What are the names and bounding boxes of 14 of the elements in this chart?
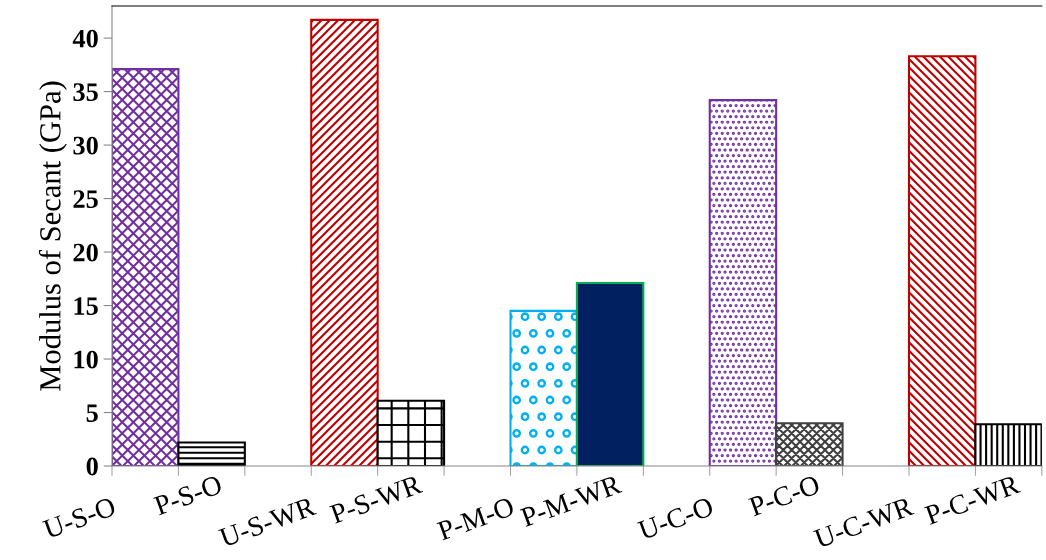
y-tick-label: 5 xyxy=(86,404,98,422)
y-tick-label: 20 xyxy=(73,243,98,262)
x-tick-label: P-S-WR xyxy=(329,474,424,525)
y-tick-label: 40 xyxy=(72,29,98,48)
y-tick-label: 15 xyxy=(74,297,98,315)
y-tick-label: 0 xyxy=(86,457,98,476)
x-tick-label: U-C-O xyxy=(636,496,715,541)
y-axis-title: Modulus of Secant (GPa) xyxy=(38,81,67,391)
y-tick-label: 30 xyxy=(73,136,98,155)
y-tick-label: 10 xyxy=(74,350,98,369)
x-tick-label: P-M-O xyxy=(436,496,516,541)
x-tick-label: U-S-O xyxy=(42,496,117,540)
y-tick-label: 35 xyxy=(73,83,98,101)
y-tick-label: 25 xyxy=(73,190,98,208)
